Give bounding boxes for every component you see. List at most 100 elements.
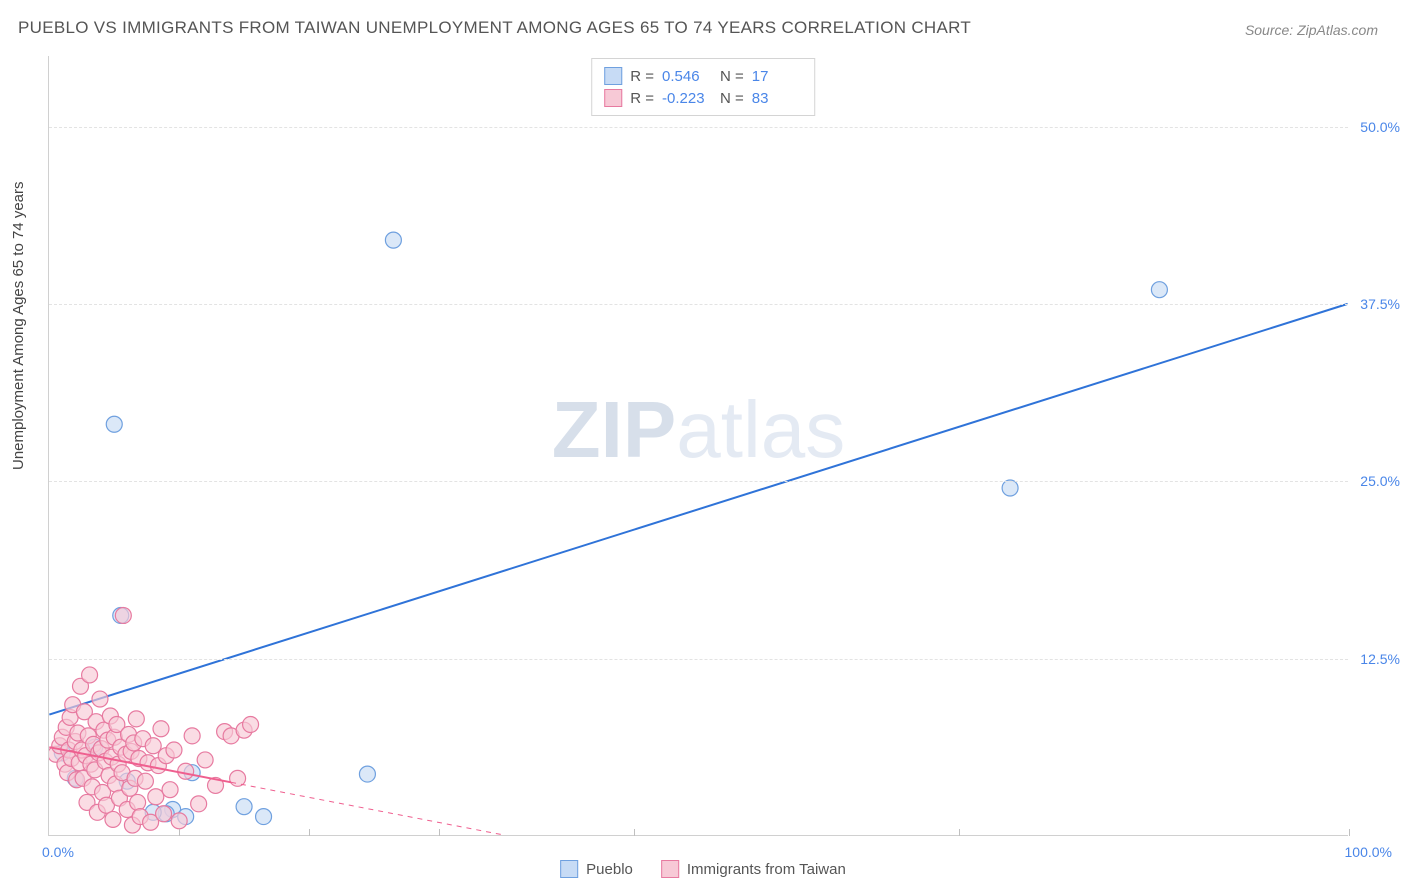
scatter-point — [208, 777, 224, 793]
scatter-point — [121, 726, 137, 742]
y-axis-label: Unemployment Among Ages 65 to 74 years — [10, 181, 27, 470]
scatter-point — [114, 765, 130, 781]
scatter-point — [54, 729, 70, 745]
scatter-point — [143, 814, 159, 830]
scatter-point — [115, 607, 131, 623]
scatter-point — [96, 722, 112, 738]
series-legend-item: Pueblo — [560, 860, 633, 878]
scatter-point — [197, 752, 213, 768]
chart-svg — [49, 56, 1348, 835]
scatter-point — [82, 667, 98, 683]
scatter-point — [87, 762, 103, 778]
scatter-point — [74, 742, 90, 758]
scatter-point — [127, 770, 143, 786]
scatter-point — [123, 743, 139, 759]
scatter-point — [162, 782, 178, 798]
scatter-point — [131, 751, 147, 767]
scatter-point — [105, 811, 121, 827]
scatter-point — [102, 708, 118, 724]
scatter-point — [359, 766, 375, 782]
x-tick — [634, 829, 635, 836]
scatter-point — [148, 789, 164, 805]
scatter-point — [178, 809, 194, 825]
series-legend-label: Immigrants from Taiwan — [687, 861, 846, 878]
x-tick — [439, 829, 440, 836]
scatter-point — [49, 746, 64, 762]
scatter-point — [57, 756, 73, 772]
plot-area: ZIPatlas 12.5%25.0%37.5%50.0% — [48, 56, 1348, 836]
y-tick-label: 25.0% — [1360, 473, 1400, 489]
scatter-point — [106, 729, 122, 745]
scatter-point — [100, 732, 116, 748]
scatter-point — [217, 724, 233, 740]
n-value: 83 — [752, 90, 802, 107]
scatter-point — [191, 796, 207, 812]
scatter-point — [126, 735, 142, 751]
gridline — [49, 127, 1348, 128]
scatter-point — [119, 773, 135, 789]
x-axis-min-label: 0.0% — [42, 844, 74, 860]
chart-title: PUEBLO VS IMMIGRANTS FROM TAIWAN UNEMPLO… — [18, 18, 971, 38]
scatter-point — [98, 797, 114, 813]
correlation-legend-row: R =0.546N =17 — [604, 65, 802, 87]
y-tick-label: 12.5% — [1360, 651, 1400, 667]
scatter-point — [80, 728, 96, 744]
scatter-point — [61, 742, 77, 758]
scatter-point — [110, 756, 126, 772]
scatter-point — [153, 721, 169, 737]
legend-swatch — [661, 860, 679, 878]
legend-swatch — [604, 89, 622, 107]
scatter-point — [73, 678, 89, 694]
x-axis-max-label: 100.0% — [1345, 844, 1392, 860]
legend-swatch — [604, 67, 622, 85]
scatter-point — [84, 779, 100, 795]
trend-line — [49, 304, 1347, 715]
scatter-point — [119, 802, 135, 818]
n-value: 17 — [752, 68, 802, 85]
scatter-point — [145, 738, 161, 754]
scatter-point — [106, 416, 122, 432]
scatter-point — [78, 748, 94, 764]
scatter-point — [63, 751, 79, 767]
y-tick-label: 37.5% — [1360, 296, 1400, 312]
scatter-point — [124, 817, 140, 833]
scatter-point — [137, 773, 153, 789]
legend-swatch — [560, 860, 578, 878]
source-attribution: Source: ZipAtlas.com — [1245, 22, 1378, 38]
scatter-point — [166, 742, 182, 758]
scatter-point — [113, 739, 129, 755]
scatter-point — [76, 704, 92, 720]
scatter-point — [67, 734, 83, 750]
scatter-point — [83, 756, 99, 772]
scatter-point — [75, 770, 91, 786]
scatter-point — [62, 709, 78, 725]
scatter-point — [135, 731, 151, 747]
scatter-point — [128, 711, 144, 727]
scatter-point — [256, 809, 272, 825]
scatter-point — [140, 755, 156, 771]
scatter-point — [97, 753, 113, 769]
scatter-point — [101, 768, 117, 784]
scatter-point — [91, 745, 107, 761]
scatter-point — [70, 725, 86, 741]
scatter-point — [150, 758, 166, 774]
scatter-point — [89, 804, 105, 820]
scatter-point — [58, 719, 74, 735]
scatter-point — [171, 813, 187, 829]
scatter-point — [67, 770, 83, 786]
x-tick — [309, 829, 310, 836]
scatter-point — [122, 780, 138, 796]
scatter-point — [1151, 282, 1167, 298]
scatter-point — [156, 806, 172, 822]
scatter-point — [79, 794, 95, 810]
scatter-point — [52, 738, 68, 754]
scatter-point — [104, 749, 120, 765]
scatter-point — [95, 785, 111, 801]
scatter-point — [69, 772, 85, 788]
scatter-point — [88, 714, 104, 730]
gridline — [49, 481, 1348, 482]
scatter-point — [130, 794, 146, 810]
x-tick — [959, 829, 960, 836]
scatter-point — [111, 790, 127, 806]
scatter-point — [54, 745, 70, 761]
